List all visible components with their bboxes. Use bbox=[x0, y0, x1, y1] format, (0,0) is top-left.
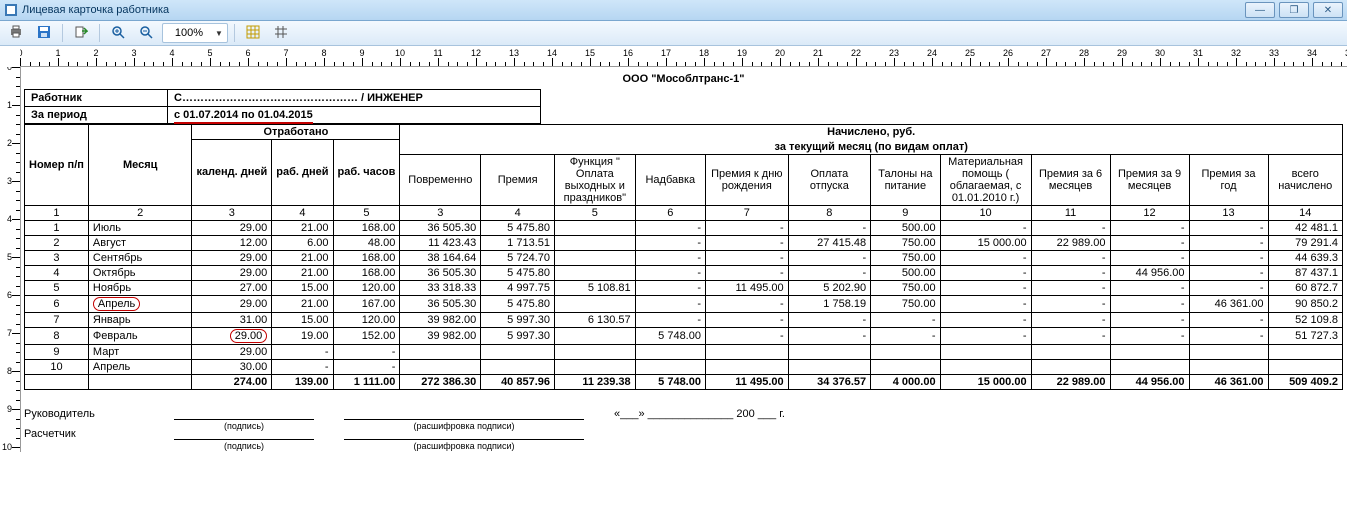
minimize-button[interactable]: — bbox=[1245, 2, 1275, 18]
table-row: 1Июль29.0021.00168.0036 505.305 475.80--… bbox=[25, 220, 1343, 235]
accountant-label: Расчетчик bbox=[24, 428, 144, 440]
director-label: Руководитель bbox=[24, 408, 144, 420]
zoom-out-button[interactable] bbox=[134, 22, 158, 44]
close-icon: ✕ bbox=[1324, 5, 1332, 16]
save-icon bbox=[37, 25, 51, 42]
export-icon bbox=[74, 25, 88, 42]
table-row: 8Февраль29.0019.00152.0039 982.005 997.3… bbox=[25, 327, 1343, 344]
table-row: 6Апрель29.0021.00167.0036 505.305 475.80… bbox=[25, 295, 1343, 312]
toolbar: ▼ bbox=[0, 21, 1347, 46]
period-label: За период bbox=[25, 107, 168, 124]
toolbar-separator bbox=[62, 24, 63, 42]
zoom-combo[interactable]: ▼ bbox=[162, 23, 228, 43]
save-button[interactable] bbox=[32, 22, 56, 44]
zoom-out-icon bbox=[139, 25, 153, 42]
print-icon bbox=[9, 25, 23, 42]
table-row: 3Сентябрь29.0021.00168.0038 164.645 724.… bbox=[25, 250, 1343, 265]
grid-toggle-button[interactable] bbox=[241, 22, 265, 44]
vertical-ruler: 01234567891011121314 bbox=[0, 67, 21, 452]
titlebar: Лицевая карточка работника — ❐ ✕ bbox=[0, 0, 1347, 21]
minimize-icon: — bbox=[1255, 5, 1265, 16]
window-title: Лицевая карточка работника bbox=[22, 4, 1245, 16]
table-row: 2Август12.006.0048.0011 423.431 713.51--… bbox=[25, 235, 1343, 250]
zoom-input[interactable] bbox=[167, 26, 211, 40]
toolbar-separator bbox=[234, 24, 235, 42]
footer-date: «___» ______________ 200 ___ г. bbox=[614, 408, 785, 420]
accountant-sign-line: (подпись) bbox=[174, 439, 314, 440]
table-row: 7Январь31.0015.00120.0039 982.005 997.30… bbox=[25, 312, 1343, 327]
footer: Руководитель (подпись) (расшифровка подп… bbox=[24, 408, 1343, 440]
table-row: 4Октябрь29.0021.00168.0036 505.305 475.8… bbox=[25, 265, 1343, 280]
grid-icon bbox=[246, 25, 260, 42]
app-icon bbox=[4, 3, 18, 17]
maximize-button[interactable]: ❐ bbox=[1279, 2, 1309, 18]
export-button[interactable] bbox=[69, 22, 93, 44]
chevron-down-icon: ▼ bbox=[215, 29, 223, 38]
horizontal-ruler: 0123456789101112131415161718192021222324… bbox=[20, 46, 1347, 67]
org-title: ООО "Мособлтранс-1" bbox=[24, 73, 1343, 85]
director-decode-line: (расшифровка подписи) bbox=[344, 419, 584, 420]
close-button[interactable]: ✕ bbox=[1313, 2, 1343, 18]
app-window: Лицевая карточка работника — ❐ ✕ ▼ bbox=[0, 0, 1347, 452]
period-value: с 01.07.2014 по 01.04.2015 bbox=[168, 107, 541, 124]
table-row: 9Март29.00-- bbox=[25, 344, 1343, 359]
worker-value: С………………………………………… / ИНЖЕНЕР bbox=[168, 90, 541, 107]
worker-label: Работник bbox=[25, 90, 168, 107]
report-area: 01234567891011121314 ООО "Мособлтранс-1"… bbox=[0, 67, 1347, 452]
report: ООО "Мособлтранс-1" Работник С…………………………… bbox=[20, 67, 1347, 452]
toolbar-separator bbox=[99, 24, 100, 42]
maximize-icon: ❐ bbox=[1290, 5, 1299, 16]
table-row: 10Апрель30.00-- bbox=[25, 359, 1343, 374]
table-row: 5Ноябрь27.0015.00120.0033 318.334 997.75… bbox=[25, 280, 1343, 295]
accountant-decode-line: (расшифровка подписи) bbox=[344, 439, 584, 440]
director-sign-line: (подпись) bbox=[174, 419, 314, 420]
zoom-in-icon bbox=[111, 25, 125, 42]
payroll-table: Номер п/пМесяцОтработаноНачислено, руб.к… bbox=[24, 124, 1343, 390]
zoom-in-button[interactable] bbox=[106, 22, 130, 44]
hash-icon bbox=[274, 25, 288, 42]
hash-toggle-button[interactable] bbox=[269, 22, 293, 44]
print-button[interactable] bbox=[4, 22, 28, 44]
header-meta-table: Работник С………………………………………… / ИНЖЕНЕР За … bbox=[24, 89, 541, 124]
